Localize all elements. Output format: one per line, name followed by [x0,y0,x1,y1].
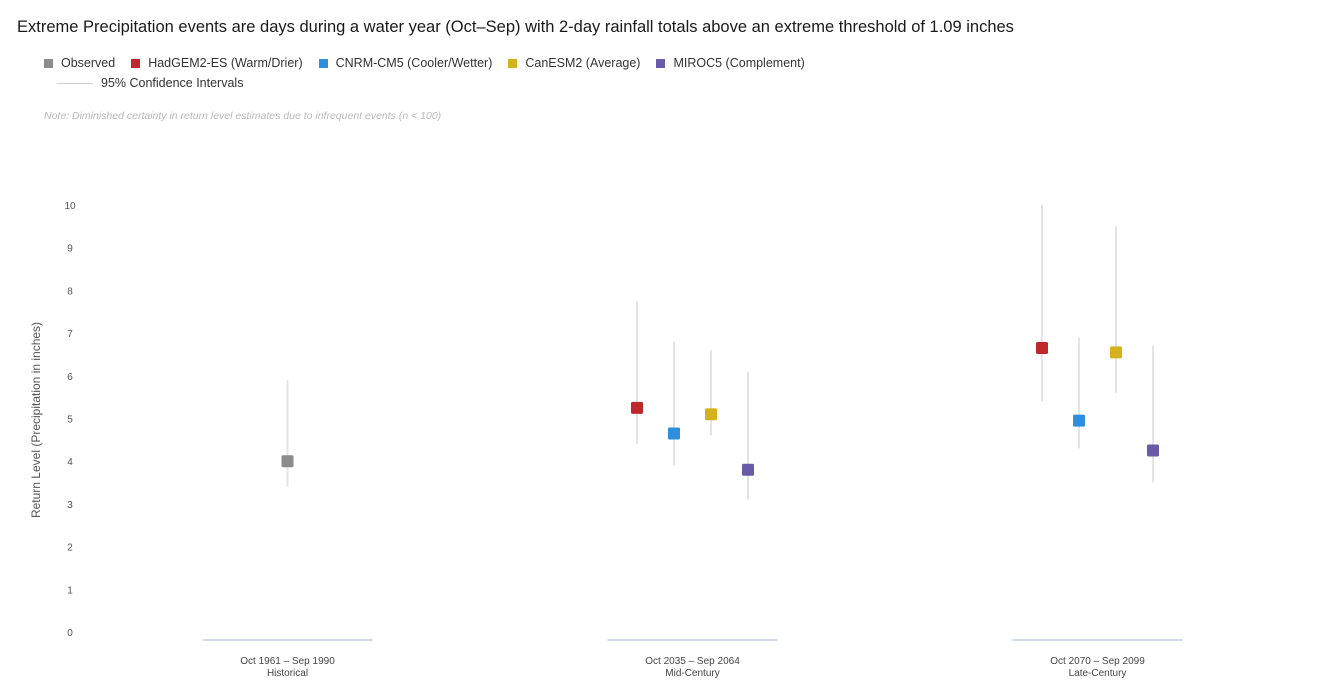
y-tick-label: 8 [67,286,73,297]
y-tick-label: 9 [67,244,73,255]
y-ticks: 0 1 2 3 4 5 6 7 8 9 10 [64,201,76,639]
legend-label: CNRM-CM5 (Cooler/Wetter) [335,56,493,70]
data-points [281,342,1159,476]
data-point [1073,414,1085,427]
category-label: Oct 2070 – Sep 2099 [1050,656,1145,667]
legend-swatch-icon [656,58,666,68]
legend: Observed HadGEM2-ES (Warm/Drier) CNRM-CM5 … [44,56,821,90]
legend-item: Observed [44,56,115,70]
y-tick-label: 0 [67,628,73,639]
chart-note: Note: Diminished certainty in return lev… [44,110,442,122]
data-point [281,455,294,468]
category-sublabel: Mid-Century [665,668,719,679]
legend-ci-label: 95% Confidence Intervals [101,76,244,90]
legend-swatch-icon [44,58,53,68]
legend-item: CanESM2 (Average) [508,56,640,70]
data-point [742,463,754,476]
y-tick-label: 2 [67,543,73,554]
y-tick-label: 6 [67,372,73,383]
legend-item: MIROC5 (Complement) [656,56,805,70]
data-point [1110,346,1122,359]
data-point [1036,342,1048,355]
y-axis-label: Return Level (Precipitation in inches) [29,322,43,518]
legend-swatch-icon [508,58,518,68]
y-tick-label: 3 [67,500,73,511]
category-label: Oct 2035 – Sep 2064 [645,656,740,667]
data-point [705,408,717,421]
y-tick-label: 1 [67,585,73,596]
legend-label: CanESM2 (Average) [525,56,641,70]
data-point [1147,444,1159,457]
y-tick-label: 5 [67,415,73,426]
legend-items: Observed HadGEM2-ES (Warm/Drier) CNRM-CM5 … [44,56,821,70]
category-sublabel: Historical [267,668,308,679]
legend-label: HadGEM2-ES (Warm/Drier) [148,56,303,70]
legend-label: Observed [61,56,116,70]
data-point [631,401,643,414]
y-tick-label: 7 [67,329,73,340]
chart-title: Extreme Precipitation events are days du… [17,18,1014,36]
legend-item: HadGEM2-ES (Warm/Drier) [131,56,303,70]
data-point [668,427,680,440]
ci-line-icon [57,82,93,84]
category-label: Oct 1961 – Sep 1990 [240,656,335,667]
confidence-intervals [286,205,1154,500]
category-sublabel: Late-Century [1069,668,1127,679]
legend-ci-item: 95% Confidence Intervals [44,76,821,90]
legend-swatch-icon [318,58,328,68]
legend-label: MIROC5 (Complement) [673,56,805,70]
legend-item: CNRM-CM5 (Cooler/Wetter) [318,56,493,70]
legend-swatch-icon [131,58,141,68]
y-tick-label: 10 [64,201,76,212]
y-tick-label: 4 [67,457,73,468]
